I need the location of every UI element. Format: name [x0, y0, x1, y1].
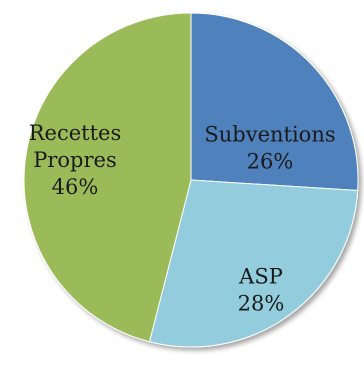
slice-category-label: Propres — [33, 148, 117, 172]
slice-category-label: ASP — [238, 265, 283, 289]
slice-percent-label: 46% — [52, 175, 99, 199]
slice-category-label: Subventions — [204, 123, 335, 147]
pie-slice-subventions — [190, 12, 359, 192]
pie-slices — [23, 12, 359, 348]
pie-slice-asp — [148, 179, 359, 348]
pie-labels: Subventions 26% ASP 28% Recettes Propres 46% — [29, 121, 336, 316]
slice-category-label: Recettes — [29, 121, 122, 145]
slice-percent-label: 28% — [238, 292, 285, 316]
pie-slice-recettes-propres — [23, 12, 192, 343]
slice-percent-label: 26% — [247, 150, 294, 174]
